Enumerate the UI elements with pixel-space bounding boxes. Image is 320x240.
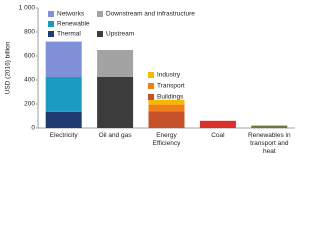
legend-label: Industry bbox=[157, 72, 181, 79]
bar-segment bbox=[251, 125, 288, 128]
chart-container: USD (2016) billion 0 200 400 600 800 1 000 The… bbox=[5, 5, 295, 155]
y-tick-label: 400 bbox=[24, 77, 35, 84]
legend-label: Downstream and infrastructure bbox=[106, 11, 195, 18]
legend-swatch bbox=[48, 11, 54, 17]
y-tick-label: 0 bbox=[31, 125, 35, 132]
legend-label: Transport bbox=[157, 83, 185, 90]
legend-swatch bbox=[148, 94, 154, 100]
y-axis-label: USD (2016) billion bbox=[5, 41, 12, 94]
legend-label: Renewable bbox=[57, 21, 90, 28]
legend-label: Thermal bbox=[57, 31, 81, 38]
legend-swatch bbox=[48, 31, 54, 37]
y-tick-label: 1 000 bbox=[19, 5, 36, 12]
bar-segment bbox=[199, 120, 236, 128]
x-tick-label: Oil and gas bbox=[98, 132, 132, 139]
legend-swatch bbox=[97, 31, 103, 37]
bar-segment bbox=[45, 77, 82, 112]
legend-swatch bbox=[97, 11, 103, 17]
bar-segment bbox=[148, 111, 185, 128]
x-tick-label: Energy Efficiency bbox=[152, 132, 181, 147]
y-tick-label: 800 bbox=[24, 29, 35, 36]
bar-segment bbox=[148, 104, 185, 112]
bar-segment bbox=[97, 77, 134, 128]
legend-swatch bbox=[148, 83, 154, 89]
bar-segment bbox=[45, 41, 82, 77]
bar-segment bbox=[148, 99, 185, 105]
y-tick-label: 600 bbox=[24, 53, 35, 60]
legend-label: Buildings bbox=[157, 94, 184, 101]
y-tick-label: 200 bbox=[24, 101, 35, 108]
chart: USD (2016) billion 0 200 400 600 800 1 000 The… bbox=[5, 5, 295, 132]
x-tick-label: Renewables in transport and heat bbox=[247, 132, 291, 155]
legend-swatch bbox=[148, 72, 154, 78]
x-tick-label: Electricity bbox=[49, 132, 78, 139]
bar-segment bbox=[97, 50, 134, 77]
x-tick-label: Coal bbox=[211, 132, 225, 139]
legend-label: Networks bbox=[57, 11, 85, 18]
bar-segment bbox=[45, 111, 82, 128]
legend-swatch bbox=[48, 21, 54, 27]
legend-label: Upstream bbox=[106, 31, 134, 38]
